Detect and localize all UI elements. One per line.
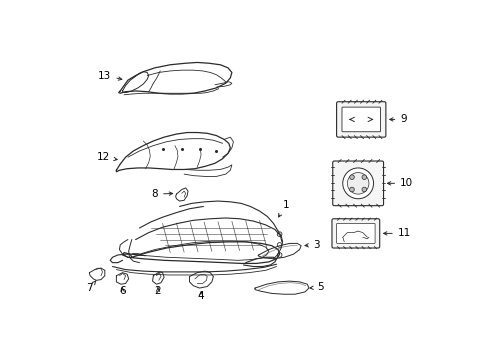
Circle shape [277,232,282,237]
Text: 4: 4 [198,291,204,301]
Text: 10: 10 [388,178,413,188]
Text: 6: 6 [119,286,126,296]
Text: 8: 8 [151,189,172,199]
Text: 5: 5 [310,282,324,292]
Circle shape [350,187,354,192]
Text: 13: 13 [98,71,122,81]
Text: 2: 2 [155,286,161,296]
FancyBboxPatch shape [342,107,381,132]
Circle shape [277,253,282,257]
FancyBboxPatch shape [337,102,386,137]
Text: 12: 12 [97,152,117,162]
Text: 1: 1 [278,200,289,217]
Circle shape [277,243,282,247]
Text: 9: 9 [390,114,407,125]
Text: 3: 3 [305,240,320,250]
Circle shape [343,168,373,199]
Text: 7: 7 [86,281,96,293]
Circle shape [350,175,354,180]
Text: 11: 11 [384,228,411,238]
FancyBboxPatch shape [333,161,384,206]
Circle shape [362,175,367,180]
FancyBboxPatch shape [332,219,380,248]
Circle shape [347,172,369,194]
Circle shape [362,187,367,192]
FancyBboxPatch shape [337,223,375,243]
